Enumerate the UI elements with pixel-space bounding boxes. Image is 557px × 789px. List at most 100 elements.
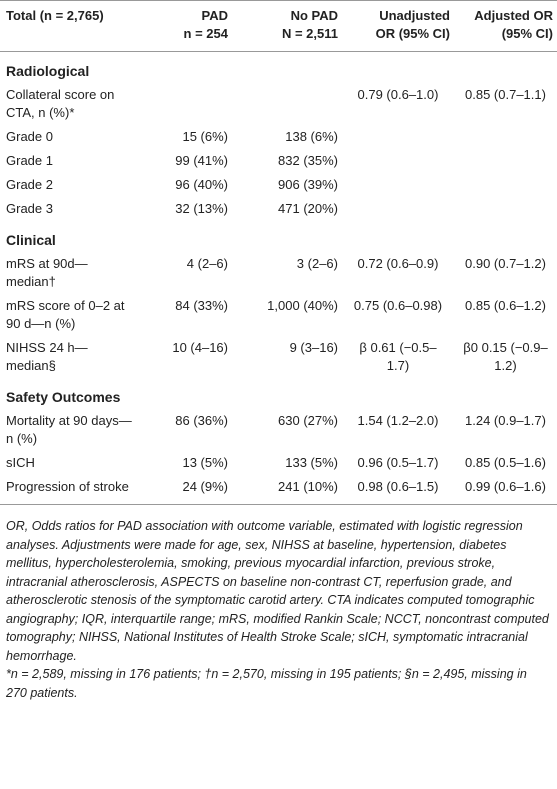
cell-text: 0.98 (0.6–1.5): [357, 479, 439, 494]
cell-text: 832 (35%): [278, 153, 338, 168]
table-cell: Grade 0: [0, 125, 146, 149]
table-cell: 9 (3–16): [232, 336, 342, 378]
table-cell: 84 (33%): [146, 294, 232, 336]
table-cell: 0.75 (0.6–0.98): [342, 294, 454, 336]
table-cell: 138 (6%): [232, 125, 342, 149]
cell-text: Mortality at 90 days—n (%): [6, 413, 132, 446]
cell-text: 906 (39%): [278, 177, 338, 192]
table-cell: 0.98 (0.6–1.5): [342, 475, 454, 505]
cell-text: Collateral score on CTA, n (%)*: [6, 87, 115, 120]
header-line: OR (95% CI): [375, 26, 450, 41]
cell-text: β0 0.15 (−0.9–1.2): [463, 340, 548, 373]
table-cell: 832 (35%): [232, 149, 342, 173]
cell-text: 24 (9%): [182, 479, 228, 494]
table-cell: Collateral score on CTA, n (%)*: [0, 83, 146, 125]
table-row: Grade 0 15 (6%) 138 (6%): [0, 125, 557, 149]
table-row: sICH 13 (5%) 133 (5%) 0.96 (0.5–1.7) 0.85 (0…: [0, 451, 557, 475]
table-cell: [342, 125, 454, 149]
header-line: n = 254: [183, 26, 228, 41]
footnotes: OR, Odds ratios for PAD association with…: [0, 505, 557, 702]
cell-text: 0.85 (0.6–1.2): [465, 298, 546, 313]
table-cell: 906 (39%): [232, 173, 342, 197]
table-cell: 1.24 (0.9–1.7): [454, 409, 557, 451]
section-row: Radiological: [0, 52, 557, 84]
cell-text: 0.75 (0.6–0.98): [353, 298, 443, 313]
cell-text: 0.99 (0.6–1.6): [465, 479, 546, 494]
table-cell: NIHSS 24 h—median§: [0, 336, 146, 378]
table-cell: sICH: [0, 451, 146, 475]
cell-text: Grade 1: [6, 153, 53, 168]
table-cell: [342, 173, 454, 197]
cell-text: 0.85 (0.7–1.1): [465, 87, 546, 102]
cell-text: 86 (36%): [175, 413, 228, 428]
table-cell: [454, 125, 557, 149]
section-title: Clinical: [6, 232, 56, 248]
cell-text: 241 (10%): [278, 479, 338, 494]
cell-text: Progression of stroke: [6, 479, 129, 494]
header-row: Total (n = 2,765) PAD n = 254 No PAD N = 2,5…: [0, 0, 557, 52]
cell-text: 0.90 (0.7–1.2): [465, 256, 546, 271]
table-cell: [146, 83, 232, 125]
table-cell: 0.85 (0.7–1.1): [454, 83, 557, 125]
table-cell: [454, 197, 557, 221]
table-cell: Progression of stroke: [0, 475, 146, 505]
table-cell: [232, 83, 342, 125]
cell-text: mRS score of 0–2 at 90 d—n (%): [6, 298, 125, 331]
table-cell: 0.96 (0.5–1.7): [342, 451, 454, 475]
table-cell: mRS at 90d—median†: [0, 252, 146, 294]
cell-text: 99 (41%): [175, 153, 228, 168]
cell-text: 1,000 (40%): [267, 298, 338, 313]
header-cell: Adjusted OR (95% CI): [454, 1, 557, 52]
cell-text: Grade 0: [6, 129, 53, 144]
table-cell: 96 (40%): [146, 173, 232, 197]
table-cell: 10 (4–16): [146, 336, 232, 378]
cell-text: 630 (27%): [278, 413, 338, 428]
table-cell: Grade 1: [0, 149, 146, 173]
table-cell: 0.99 (0.6–1.6): [454, 475, 557, 505]
table-cell: 99 (41%): [146, 149, 232, 173]
cell-text: 0.96 (0.5–1.7): [357, 455, 439, 470]
table-cell: 13 (5%): [146, 451, 232, 475]
header-cell: No PAD N = 2,511: [232, 1, 342, 52]
table-cell: 133 (5%): [232, 451, 342, 475]
cell-text: 0.72 (0.6–0.9): [357, 256, 439, 271]
cell-text: 133 (5%): [285, 455, 338, 470]
table-row: Mortality at 90 days—n (%) 86 (36%) 630 (2…: [0, 409, 557, 451]
header-line: (95% CI): [501, 26, 553, 41]
header-line: No PAD: [290, 8, 338, 23]
table-cell: [454, 149, 557, 173]
table-cell: 630 (27%): [232, 409, 342, 451]
table-row: Grade 3 32 (13%) 471 (20%): [0, 197, 557, 221]
table-cell: 0.79 (0.6–1.0): [342, 83, 454, 125]
table-cell: [342, 149, 454, 173]
section-title: Radiological: [6, 63, 90, 79]
table-cell: 3 (2–6): [232, 252, 342, 294]
header-cell: PAD n = 254: [146, 1, 232, 52]
table-cell: mRS score of 0–2 at 90 d—n (%): [0, 294, 146, 336]
cell-text: 0.85 (0.5–1.6): [465, 455, 546, 470]
cell-text: 96 (40%): [175, 177, 228, 192]
cell-text: 4 (2–6): [186, 256, 228, 271]
table-cell: 471 (20%): [232, 197, 342, 221]
table-cell: 24 (9%): [146, 475, 232, 505]
table-row: mRS at 90d—median† 4 (2–6) 3 (2–6) 0.72 (0.…: [0, 252, 557, 294]
table-cell: 32 (13%): [146, 197, 232, 221]
cell-text: 1.24 (0.9–1.7): [465, 413, 546, 428]
section-row: Safety Outcomes: [0, 378, 557, 409]
table-cell: β 0.61 (−0.5–1.7): [342, 336, 454, 378]
table-cell: 241 (10%): [232, 475, 342, 505]
footnote: *n = 2,589, missing in 176 patients; †n …: [6, 667, 527, 700]
table-cell: 15 (6%): [146, 125, 232, 149]
section-row: Clinical: [0, 221, 557, 252]
table-row: Progression of stroke 24 (9%) 241 (10%) 0.9…: [0, 475, 557, 505]
cell-text: Grade 2: [6, 177, 53, 192]
table-cell: [454, 173, 557, 197]
table-cell: 0.90 (0.7–1.2): [454, 252, 557, 294]
table-cell: Grade 3: [0, 197, 146, 221]
header-line: Adjusted OR: [474, 8, 553, 23]
results-table: Total (n = 2,765) PAD n = 254 No PAD N = 2,5…: [0, 0, 557, 505]
cell-text: Grade 3: [6, 201, 53, 216]
cell-text: NIHSS 24 h—median§: [6, 340, 88, 373]
table-cell: 4 (2–6): [146, 252, 232, 294]
